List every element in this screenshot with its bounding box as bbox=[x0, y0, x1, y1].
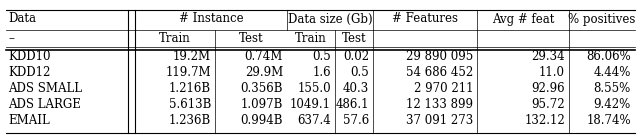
Text: 155.0: 155.0 bbox=[298, 83, 331, 95]
Text: 9.42%: 9.42% bbox=[594, 99, 631, 112]
Text: 4.44%: 4.44% bbox=[594, 67, 631, 79]
Text: –: – bbox=[8, 33, 14, 46]
Text: Data: Data bbox=[8, 13, 36, 26]
Text: ADS LARGE: ADS LARGE bbox=[8, 99, 81, 112]
Text: 19.2M: 19.2M bbox=[173, 50, 211, 63]
Text: 95.72: 95.72 bbox=[531, 99, 565, 112]
Text: 29.9M: 29.9M bbox=[244, 67, 283, 79]
Text: 8.55%: 8.55% bbox=[594, 83, 631, 95]
Text: 486.1: 486.1 bbox=[335, 99, 369, 112]
Text: 29 890 095: 29 890 095 bbox=[406, 50, 473, 63]
Text: 0.02: 0.02 bbox=[343, 50, 369, 63]
Text: 11.0: 11.0 bbox=[539, 67, 565, 79]
Text: KDD12: KDD12 bbox=[8, 67, 51, 79]
Text: 1.097B: 1.097B bbox=[241, 99, 283, 112]
Text: 54 686 452: 54 686 452 bbox=[406, 67, 473, 79]
Text: 18.74%: 18.74% bbox=[586, 115, 631, 128]
Text: 1.6: 1.6 bbox=[312, 67, 331, 79]
Text: 92.96: 92.96 bbox=[531, 83, 565, 95]
Text: EMAIL: EMAIL bbox=[8, 115, 50, 128]
Text: Test: Test bbox=[239, 33, 263, 46]
Text: 0.5: 0.5 bbox=[350, 67, 369, 79]
Text: 0.5: 0.5 bbox=[312, 50, 331, 63]
Text: Test: Test bbox=[342, 33, 366, 46]
Text: 637.4: 637.4 bbox=[297, 115, 331, 128]
Text: Train: Train bbox=[159, 33, 191, 46]
Text: 0.74M: 0.74M bbox=[244, 50, 283, 63]
Text: 1049.1: 1049.1 bbox=[290, 99, 331, 112]
Text: Avg # feat: Avg # feat bbox=[492, 13, 554, 26]
Text: # Features: # Features bbox=[392, 13, 458, 26]
Text: 0.356B: 0.356B bbox=[241, 83, 283, 95]
Text: 29.34: 29.34 bbox=[531, 50, 565, 63]
Text: 40.3: 40.3 bbox=[343, 83, 369, 95]
Text: Data size (Gb): Data size (Gb) bbox=[288, 13, 372, 26]
Text: 0.994B: 0.994B bbox=[241, 115, 283, 128]
Text: 132.12: 132.12 bbox=[524, 115, 565, 128]
Text: 12 133 899: 12 133 899 bbox=[406, 99, 473, 112]
Text: KDD10: KDD10 bbox=[8, 50, 51, 63]
Text: 119.7M: 119.7M bbox=[165, 67, 211, 79]
Text: 37 091 273: 37 091 273 bbox=[406, 115, 473, 128]
Text: ADS SMALL: ADS SMALL bbox=[8, 83, 82, 95]
Text: 1.216B: 1.216B bbox=[169, 83, 211, 95]
Text: Train: Train bbox=[295, 33, 327, 46]
Text: 2 970 211: 2 970 211 bbox=[413, 83, 473, 95]
Text: 57.6: 57.6 bbox=[343, 115, 369, 128]
Text: 5.613B: 5.613B bbox=[168, 99, 211, 112]
Text: 1.236B: 1.236B bbox=[169, 115, 211, 128]
Text: 86.06%: 86.06% bbox=[586, 50, 631, 63]
Text: % positives: % positives bbox=[568, 13, 636, 26]
Text: # Instance: # Instance bbox=[179, 13, 243, 26]
